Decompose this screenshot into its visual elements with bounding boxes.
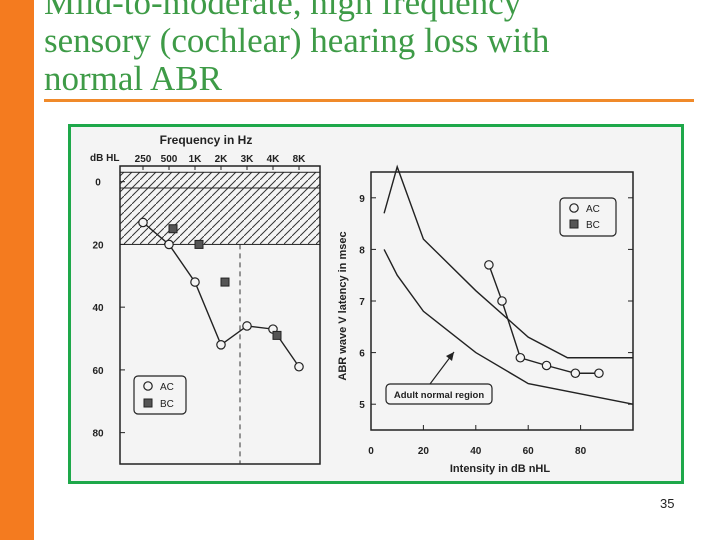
audiogram-y-label: dB HL xyxy=(90,153,119,164)
audiogram-y-tick: 40 xyxy=(92,303,104,314)
ac-marker xyxy=(138,217,148,228)
accent-bar xyxy=(0,0,34,540)
audiogram-x-tick: 250 xyxy=(135,154,152,165)
normal-region-upper-bound xyxy=(383,164,633,359)
audiogram-x-tick: 4K xyxy=(267,154,281,165)
bc-marker xyxy=(168,224,178,234)
audiogram-y-tick: 0 xyxy=(95,178,101,189)
abr-x-tick: 20 xyxy=(418,446,430,457)
annotation-box xyxy=(385,383,493,405)
abr-x-tick: 40 xyxy=(470,446,482,457)
abr-x-tick: 60 xyxy=(523,446,535,457)
ac-marker xyxy=(216,340,226,350)
slide-title: Mild-to-moderate, high frequency sensory… xyxy=(44,0,684,98)
audiogram-plot-area xyxy=(119,165,321,465)
abr-x-label: Intensity in dB nHL xyxy=(450,463,551,475)
annotation-label: Adult normal region xyxy=(394,390,484,401)
legend-ac-marker xyxy=(143,381,153,391)
audiogram-y-tick: 80 xyxy=(92,429,104,440)
audiogram-y-tick: 60 xyxy=(92,366,104,377)
abr-y-tick: 6 xyxy=(359,349,365,360)
legend-bc-marker xyxy=(143,398,153,408)
abr-latency-marker xyxy=(541,360,552,371)
abr-latency-marker xyxy=(515,352,526,363)
ac-marker xyxy=(164,239,174,250)
abr-y-tick: 8 xyxy=(359,245,365,256)
abr-y-label: ABR wave V latency in msec xyxy=(337,231,349,380)
audiogram-title: Frequency in Hz xyxy=(160,133,253,147)
ac-marker xyxy=(242,321,252,331)
abr-y-tick: 5 xyxy=(359,400,365,411)
legend-bc-label: BC xyxy=(586,220,600,231)
legend-bc-marker xyxy=(569,219,579,229)
legend-ac-label: AC xyxy=(586,204,600,215)
abr-y-tick: 7 xyxy=(359,297,365,308)
audiogram-x-tick: 2K xyxy=(215,154,229,165)
audiogram-chart: Frequency in Hz dB HL 250 500 1K 2K 3K 4K 8K 0 2… xyxy=(90,133,321,465)
abr-y-tick: 9 xyxy=(359,194,365,205)
abr-x-tick: 0 xyxy=(368,446,374,457)
legend-bc-label: BC xyxy=(160,399,174,410)
bc-marker xyxy=(272,330,282,340)
abr-latency-marker xyxy=(484,260,494,270)
legend-ac-marker xyxy=(569,203,579,213)
normal-region-lower-bound xyxy=(383,249,634,405)
normal-hearing-hatch xyxy=(119,171,321,245)
legend-ac-label: AC xyxy=(160,382,174,393)
audiogram-y-tick: 20 xyxy=(92,240,104,251)
title-line-3: normal ABR xyxy=(44,59,222,98)
abr-x-tick: 80 xyxy=(575,446,587,457)
abr-latency-marker xyxy=(497,296,507,306)
title-line-1: Mild-to-moderate, high frequency xyxy=(44,0,522,22)
title-underline xyxy=(44,99,694,102)
audiogram-x-tick: 8K xyxy=(293,154,307,165)
abr-latency-chart: Intensity in dB nHL ABR wave V latency i… xyxy=(337,164,634,475)
audiogram-x-tick: 500 xyxy=(161,154,178,165)
bc-marker xyxy=(220,277,230,287)
audiogram-x-tick: 3K xyxy=(241,154,255,165)
bc-marker xyxy=(194,239,204,249)
ac-marker xyxy=(190,277,200,287)
abr-latency-marker xyxy=(570,368,581,379)
annotation-arrowhead xyxy=(446,352,454,361)
audiogram-x-tick: 1K xyxy=(189,154,203,165)
title-line-2: sensory (cochlear) hearing loss with xyxy=(44,21,550,60)
scanned-figure: Frequency in Hz dB HL 250 500 1K 2K 3K 4K 8K 0 2… xyxy=(68,124,684,484)
ac-marker xyxy=(294,361,304,372)
slide-number: 35 xyxy=(660,496,675,511)
abr-latency-marker xyxy=(594,368,604,379)
